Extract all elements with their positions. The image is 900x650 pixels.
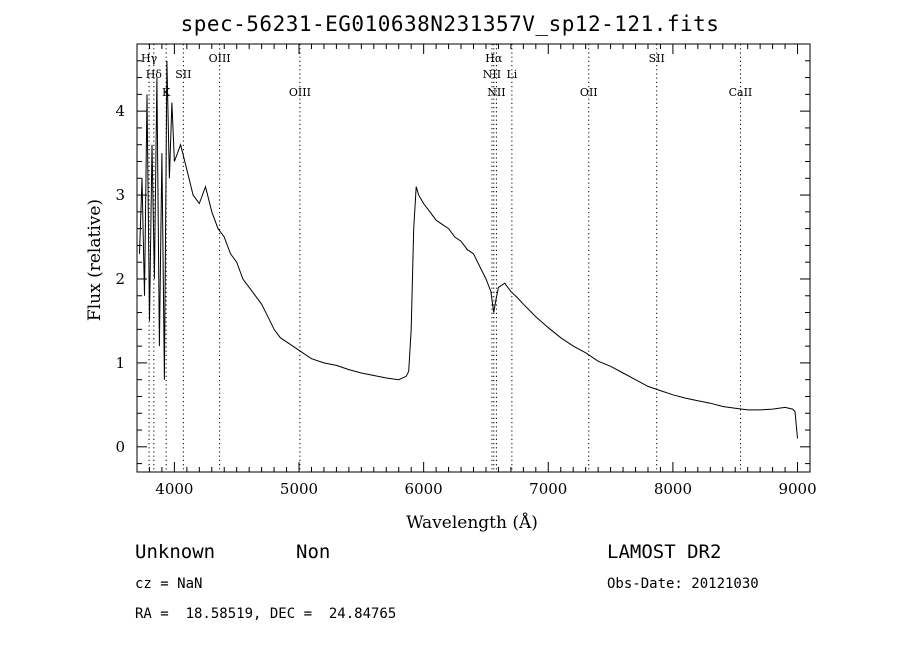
line-label-12: CaII [729, 86, 753, 99]
chart-axes [136, 43, 811, 473]
x-tick-label-9000: 9000 [778, 480, 816, 498]
subclass-label: Non [296, 541, 331, 563]
tick-labels: 4000 5000 6000 7000 8000 9000 0 1 2 3 4 [115, 102, 816, 498]
obs-date-label: Obs-Date: 20121030 [607, 576, 759, 592]
line-label-7: NII [483, 68, 501, 81]
line-label-3: SII [175, 68, 191, 81]
plot-frame [136, 43, 811, 473]
redshift-label: cz = NaN [135, 576, 203, 592]
survey-label: LAMOST DR2 [607, 541, 722, 563]
x-tick-label-4000: 4000 [155, 480, 193, 498]
x-tick-label-7000: 7000 [529, 480, 567, 498]
line-label-6: Hα [485, 52, 503, 65]
line-label-9: NII [487, 86, 505, 99]
line-label-8: Li [506, 68, 517, 81]
coordinates-label: RA = 18.58519, DEC = 24.84765 [135, 606, 397, 622]
line-label-10: OII [580, 86, 598, 99]
y-tick-label-0: 0 [115, 438, 125, 456]
y-tick-label-4: 4 [115, 102, 125, 120]
y-tick-label-3: 3 [115, 186, 125, 204]
x-axis-label: Wavelength (Å) [406, 512, 538, 533]
line-label-11: SII [649, 52, 665, 65]
y-axis-label: Flux (relative) [85, 199, 105, 321]
line-label-5: OIII [289, 86, 311, 99]
spectrum-line-0 [139, 60, 798, 439]
y-tick-label-2: 2 [115, 270, 125, 288]
line-label-0: Hγ [141, 52, 158, 65]
x-tick-label-8000: 8000 [654, 480, 692, 498]
x-tick-label-6000: 6000 [405, 480, 443, 498]
y-tick-label-1: 1 [115, 354, 125, 372]
class-label: Unknown [135, 541, 216, 563]
line-label-4: OIII [209, 52, 231, 65]
spectrum-series [139, 60, 798, 439]
x-tick-label-5000: 5000 [280, 480, 318, 498]
chart-title: spec-56231-EG010638N231357V_sp12-121.fit… [180, 12, 720, 36]
line-label-1: Hδ [146, 68, 163, 81]
